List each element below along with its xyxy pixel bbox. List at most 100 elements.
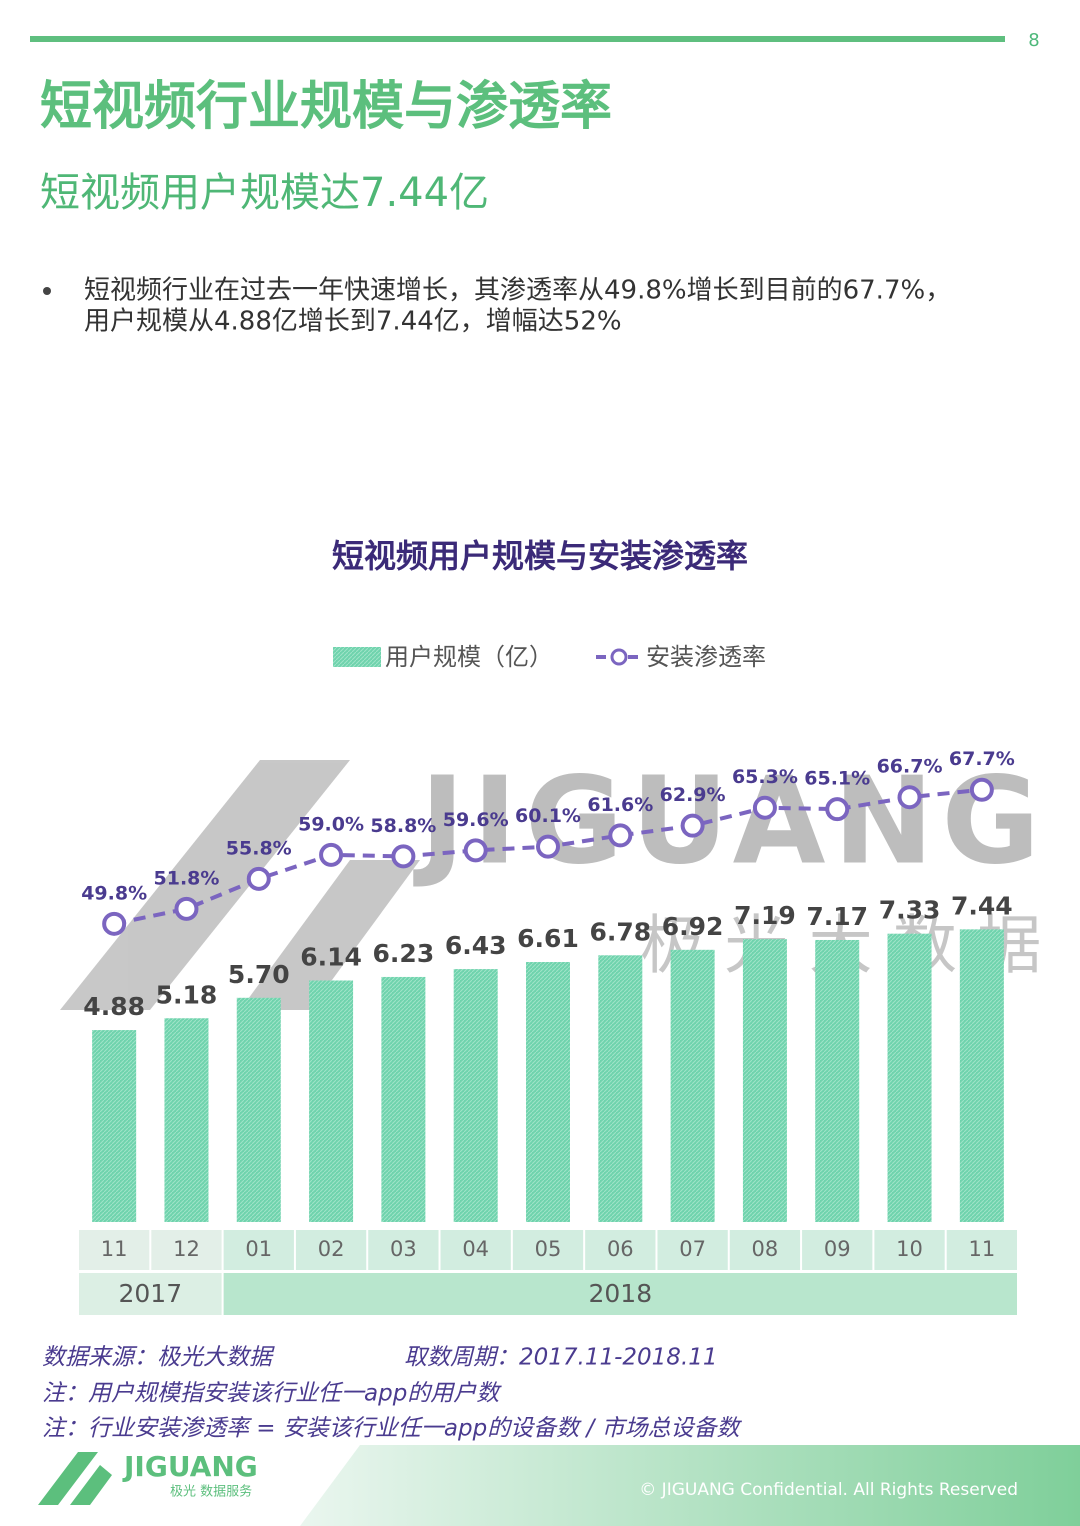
x-tick-label: 04 bbox=[462, 1237, 489, 1261]
note: 注：用户规模指安装该行业任一app的用户数 bbox=[42, 1381, 502, 1407]
line-value-label: 60.1% bbox=[515, 805, 581, 827]
category-cell bbox=[223, 1230, 294, 1270]
footer-logo-sub: 极光 数据服务 bbox=[170, 1484, 252, 1500]
bar-value-label: 7.44 bbox=[951, 891, 1013, 920]
year-label: 2018 bbox=[588, 1279, 652, 1308]
line-point bbox=[825, 797, 850, 822]
category-cell bbox=[802, 1230, 873, 1270]
legend-label: 用户规模（亿） bbox=[385, 643, 553, 671]
year-cell bbox=[223, 1273, 1018, 1315]
line-point bbox=[897, 785, 922, 810]
line-point bbox=[463, 838, 488, 863]
note: 注：行业安装渗透率 = 安装该行业任一app的设备数 / 市场总设备数 bbox=[42, 1416, 743, 1442]
bar bbox=[236, 997, 281, 1222]
line-value-label: 67.7% bbox=[949, 748, 1015, 770]
x-tick-label: 12 bbox=[173, 1237, 200, 1261]
line-value-label: 59.6% bbox=[443, 809, 509, 831]
bar-value-label: 6.78 bbox=[589, 917, 651, 946]
x-tick-label: 03 bbox=[390, 1237, 417, 1261]
line-point bbox=[391, 844, 416, 869]
x-tick-label: 01 bbox=[245, 1237, 272, 1261]
category-cell bbox=[585, 1230, 656, 1270]
line-point bbox=[319, 842, 344, 867]
bar bbox=[815, 939, 860, 1222]
line-value-label: 59.0% bbox=[298, 813, 364, 835]
footer-logo-mark bbox=[38, 1452, 112, 1505]
source-note: 数据来源：极光大数据 bbox=[42, 1345, 275, 1371]
bar-value-label: 6.43 bbox=[445, 931, 507, 960]
page-subtitle: 短视频用户规模达7.44亿 bbox=[40, 170, 489, 216]
bar-value-label: 7.33 bbox=[879, 896, 941, 925]
legend-swatch bbox=[333, 647, 381, 667]
footer-logo: JIGUANG bbox=[122, 1450, 258, 1483]
bar bbox=[959, 929, 1004, 1222]
line-point bbox=[752, 795, 777, 820]
bar-value-label: 4.88 bbox=[83, 992, 145, 1021]
bar bbox=[381, 976, 426, 1222]
category-cell bbox=[368, 1230, 439, 1270]
category-cell bbox=[946, 1230, 1017, 1270]
bar-value-label: 7.17 bbox=[806, 902, 868, 931]
line-value-label: 55.8% bbox=[226, 837, 292, 859]
line-point bbox=[536, 834, 560, 859]
category-cell bbox=[729, 1230, 801, 1270]
x-tick-label: 06 bbox=[607, 1237, 634, 1261]
line-point bbox=[608, 823, 633, 848]
line-point bbox=[680, 813, 705, 838]
page-title: 短视频行业规模与渗透率 bbox=[40, 77, 612, 137]
line-value-label: 65.3% bbox=[732, 766, 798, 788]
line-value-label: 61.6% bbox=[587, 794, 653, 816]
x-tick-label: 08 bbox=[752, 1237, 779, 1261]
x-tick-label: 02 bbox=[318, 1237, 345, 1261]
bar-value-label: 6.14 bbox=[300, 942, 362, 971]
line-value-label: 51.8% bbox=[154, 867, 220, 889]
line-value-label: 65.1% bbox=[804, 768, 870, 790]
bullet-dot bbox=[43, 287, 51, 295]
bar bbox=[309, 980, 354, 1222]
category-cell bbox=[295, 1230, 367, 1270]
x-tick-label: 05 bbox=[535, 1237, 562, 1261]
chart: 用户规模（亿） 安装渗透率 11 12 01 02 03 04 05 06 07 08 09 10 11 20… bbox=[79, 643, 1018, 1315]
category-cell bbox=[512, 1230, 584, 1270]
x-tick-label: 11 bbox=[101, 1237, 128, 1261]
line-point bbox=[174, 896, 199, 921]
line-value-label: 49.8% bbox=[81, 882, 147, 904]
line-value-label: 62.9% bbox=[660, 784, 726, 806]
bar bbox=[598, 955, 643, 1222]
legend-label: 安装渗透率 bbox=[646, 643, 766, 671]
category-cell bbox=[79, 1230, 150, 1270]
legend-swatch bbox=[610, 648, 628, 666]
line-value-label: 66.7% bbox=[877, 756, 943, 778]
period-note: 取数周期：2017.11-2018.11 bbox=[404, 1345, 718, 1371]
bar bbox=[670, 949, 715, 1222]
bar-value-label: 6.92 bbox=[662, 912, 724, 941]
category-cell bbox=[440, 1230, 511, 1270]
footer-copyright: © JIGUANG Confidential. All Rights Reser… bbox=[639, 1480, 1018, 1500]
line-point bbox=[969, 777, 994, 802]
chart-title: 短视频用户规模与安装渗透率 bbox=[332, 537, 748, 575]
watermark-logo bbox=[240, 860, 420, 1010]
category-cell bbox=[874, 1230, 945, 1270]
page-number: 8 bbox=[1028, 30, 1039, 51]
bar bbox=[164, 1018, 209, 1222]
x-tick-label: 07 bbox=[679, 1237, 706, 1261]
year-cell bbox=[79, 1273, 222, 1315]
bar-value-label: 7.19 bbox=[734, 901, 796, 930]
watermark-logo bbox=[60, 760, 350, 1010]
category-cell bbox=[657, 1230, 728, 1270]
line-point bbox=[102, 911, 127, 936]
footer-band bbox=[300, 1445, 1080, 1526]
header-rule bbox=[30, 36, 1005, 42]
bar bbox=[453, 969, 498, 1222]
bar-value-label: 5.70 bbox=[228, 960, 290, 989]
category-cell bbox=[151, 1230, 222, 1270]
bar-value-label: 6.23 bbox=[373, 939, 435, 968]
line-value-label: 58.8% bbox=[370, 815, 436, 837]
x-tick-label: 10 bbox=[896, 1237, 923, 1261]
line-point bbox=[246, 866, 271, 891]
bar bbox=[742, 939, 787, 1222]
bar bbox=[92, 1030, 137, 1222]
bar bbox=[887, 933, 932, 1222]
